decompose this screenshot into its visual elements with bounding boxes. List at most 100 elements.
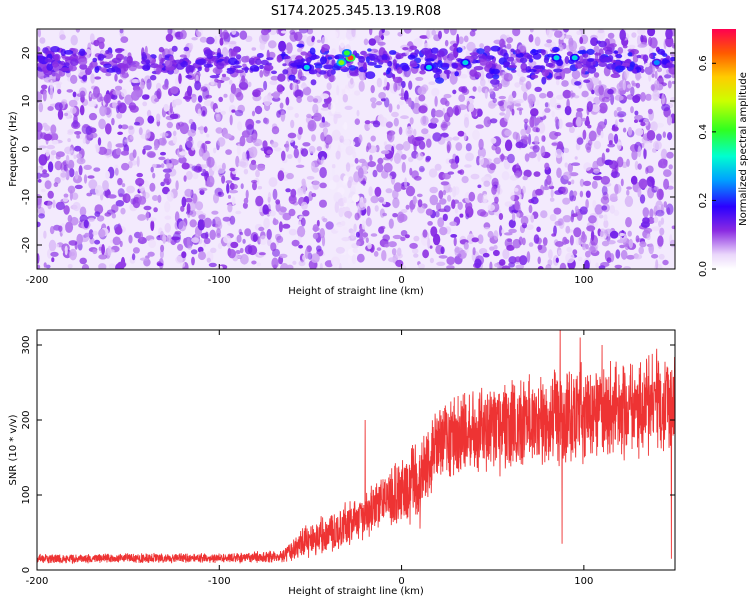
heatmap-cell bbox=[437, 217, 445, 228]
heatmap-cell bbox=[62, 197, 69, 202]
heatmap-cell bbox=[646, 130, 656, 141]
heatmap-cell bbox=[546, 39, 552, 44]
heatmap-cell bbox=[44, 180, 52, 190]
heatmap-cell bbox=[281, 150, 286, 161]
heatmap-hotspot bbox=[343, 50, 350, 56]
heatmap-band-cell bbox=[44, 58, 54, 63]
heatmap-cell bbox=[196, 29, 203, 38]
heatmap-band-cell bbox=[249, 64, 260, 72]
heatmap-cell bbox=[438, 255, 448, 259]
heatmap-cell bbox=[382, 30, 390, 36]
heatmap-cell bbox=[370, 195, 379, 204]
heatmap-cell bbox=[381, 250, 387, 262]
heatmap-band-cell bbox=[99, 67, 108, 72]
heatmap-cell bbox=[319, 199, 327, 208]
heatmap-band-cell bbox=[454, 71, 460, 77]
heatmap-cell bbox=[493, 244, 498, 250]
heatmap-band-cell bbox=[451, 63, 459, 69]
heatmap-cell bbox=[658, 220, 662, 228]
heatmap-band-cell bbox=[242, 63, 247, 68]
heatmap-cell bbox=[598, 102, 608, 114]
heatmap-cell bbox=[105, 123, 112, 135]
heatmap-cell bbox=[465, 213, 470, 220]
heatmap-cell bbox=[43, 230, 47, 239]
heatmap-cell bbox=[596, 29, 606, 40]
heatmap-cell bbox=[383, 72, 387, 76]
heatmap-cell bbox=[345, 29, 353, 40]
heatmap-cell bbox=[58, 225, 63, 232]
heatmap-cell bbox=[51, 257, 55, 263]
heatmap-cell bbox=[90, 73, 95, 84]
heatmap-cell bbox=[79, 257, 87, 265]
heatmap-cell bbox=[565, 122, 574, 128]
heatmap-cell bbox=[430, 117, 439, 124]
heatmap-band-cell bbox=[636, 54, 642, 59]
heatmap-cell bbox=[438, 30, 442, 40]
heatmap-band-cell bbox=[530, 74, 539, 79]
heatmap-cell bbox=[448, 158, 456, 164]
heatmap-band-cell bbox=[503, 61, 510, 67]
heatmap-cell bbox=[189, 219, 197, 228]
heatmap-cell bbox=[511, 209, 518, 213]
heatmap-cell bbox=[251, 110, 256, 117]
heatmap-cell bbox=[534, 135, 540, 145]
heatmap-cell bbox=[587, 124, 592, 129]
heatmap-cell bbox=[331, 129, 341, 141]
heatmap-cell bbox=[593, 140, 602, 150]
heatmap-cell bbox=[516, 212, 520, 218]
heatmap-cell bbox=[637, 187, 642, 198]
heatmap-cell bbox=[569, 172, 579, 177]
heatmap-band-cell bbox=[203, 49, 213, 57]
heatmap-cell bbox=[576, 137, 584, 145]
heatmap-cell bbox=[190, 209, 197, 218]
heatmap-cell bbox=[282, 223, 291, 229]
heatmap-cell bbox=[554, 116, 559, 124]
heatmap-cell bbox=[620, 178, 624, 187]
heatmap-cell bbox=[92, 248, 98, 255]
heatmap-cell bbox=[97, 146, 108, 155]
heatmap-cell bbox=[163, 103, 169, 112]
heatmap-cell bbox=[137, 214, 147, 221]
heatmap-cell bbox=[132, 247, 140, 254]
heatmap-cell bbox=[376, 247, 382, 251]
heatmap-cell bbox=[594, 204, 604, 215]
heatmap-cell bbox=[197, 108, 202, 117]
heatmap-cell bbox=[37, 179, 42, 183]
heatmap-cell bbox=[83, 174, 88, 184]
heatmap-cell bbox=[452, 89, 457, 95]
heatmap-cell bbox=[604, 118, 608, 126]
heatmap-cell bbox=[311, 36, 315, 43]
heatmap-cell bbox=[537, 266, 544, 269]
heatmap-cell bbox=[84, 232, 90, 238]
heatmap-band-cell bbox=[155, 67, 161, 75]
heatmap-cell bbox=[205, 36, 215, 45]
heatmap-cell bbox=[202, 88, 210, 100]
heatmap-cell bbox=[87, 100, 97, 108]
heatmap-band-cell bbox=[490, 45, 501, 52]
heatmap-cell bbox=[154, 98, 160, 102]
heatmap-cell bbox=[549, 96, 557, 108]
heatmap-cell bbox=[583, 180, 592, 187]
heatmap-cell bbox=[540, 145, 546, 157]
heatmap-cell bbox=[525, 224, 534, 231]
heatmap-cell bbox=[126, 193, 130, 203]
heatmap-cell bbox=[197, 238, 203, 245]
heatmap-cell bbox=[508, 219, 516, 228]
heatmap-cell bbox=[93, 39, 100, 47]
heatmap-cell bbox=[660, 217, 665, 225]
heatmap-cell bbox=[395, 259, 404, 267]
heatmap-cell bbox=[494, 196, 499, 204]
heatmap-cell bbox=[121, 124, 129, 130]
heatmap-cell bbox=[446, 265, 455, 269]
heatmap-band-cell bbox=[226, 69, 235, 74]
heatmap-band-cell bbox=[622, 45, 628, 49]
heatmap-cell bbox=[385, 121, 393, 128]
heatmap-cell bbox=[242, 151, 247, 161]
heatmap-cell bbox=[236, 234, 242, 243]
heatmap-cell bbox=[396, 104, 400, 110]
heatmap-cell bbox=[576, 116, 582, 127]
heatmap-cell bbox=[648, 243, 654, 255]
heatmap-cell bbox=[186, 237, 191, 248]
heatmap-band-cell bbox=[310, 79, 317, 86]
heatmap-cell bbox=[142, 101, 148, 107]
